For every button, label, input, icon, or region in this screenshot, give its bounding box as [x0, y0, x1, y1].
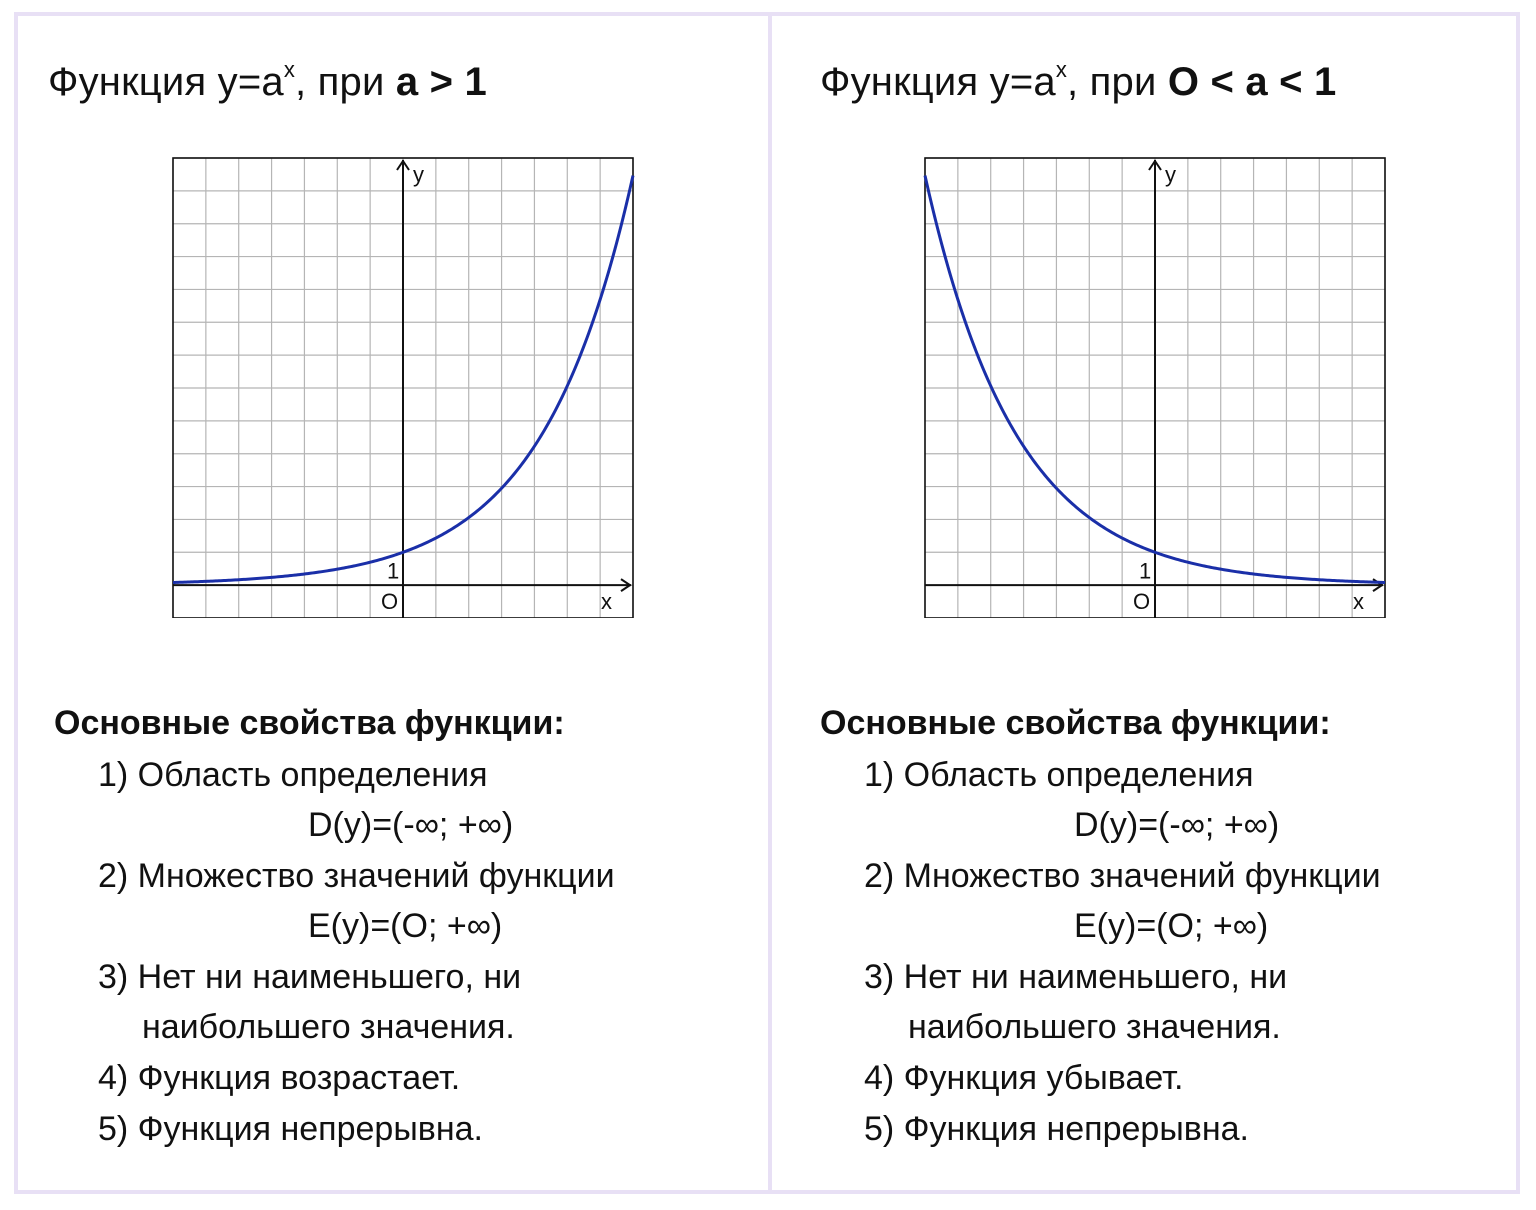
property-5: 5) Функция непрерывна.	[98, 1110, 483, 1148]
y-tick-label-1: 1	[387, 558, 399, 583]
exponential-chart-decreasing: y x O 1	[923, 157, 1386, 618]
title-prefix: Функция y=a	[820, 60, 1056, 104]
property-4: 4) Функция возрастает.	[98, 1059, 461, 1097]
title-prefix: Функция y=a	[48, 60, 284, 104]
y-axis-label: y	[413, 162, 424, 187]
property-1: 1) Область определения	[864, 756, 1254, 794]
title-mid: , при	[1067, 60, 1168, 104]
property-3-cont: наибольшего значения.	[908, 1008, 1281, 1046]
property-2: 2) Множество значений функции	[864, 857, 1381, 895]
panel-divider	[768, 12, 772, 1194]
title-condition: O < a < 1	[1167, 60, 1337, 104]
property-3: 3) Нет ни наименьшего, ни	[864, 958, 1288, 996]
x-axis-arrow	[620, 578, 632, 592]
property-4: 4) Функция убывает.	[864, 1059, 1184, 1097]
x-axis-label: x	[601, 589, 612, 614]
y-axis-arrow	[1148, 159, 1162, 171]
origin-label: O	[1133, 589, 1150, 614]
panel-title: Функция y=ax, при a > 1	[48, 56, 487, 105]
properties-title: Основные свойства функции:	[54, 704, 565, 742]
panel-title: Функция y=ax, при O < a < 1	[820, 56, 1337, 105]
property-2-value: E(y)=(O; +∞)	[1074, 907, 1269, 945]
exponential-chart-increasing: y x O 1	[172, 157, 635, 618]
property-3: 3) Нет ни наименьшего, ни	[98, 958, 522, 996]
title-mid: , при	[295, 60, 396, 104]
y-axis-label: y	[1165, 162, 1176, 187]
properties-title: Основные свойства функции:	[820, 704, 1331, 742]
property-2-value: E(y)=(O; +∞)	[308, 907, 503, 945]
property-1-value: D(y)=(-∞; +∞)	[1074, 806, 1280, 844]
title-exponent: x	[283, 56, 296, 82]
chart-border	[172, 157, 634, 618]
function-curve	[923, 175, 1386, 585]
y-axis-arrow	[396, 159, 410, 171]
property-1: 1) Область определения	[98, 756, 488, 794]
property-1-value: D(y)=(-∞; +∞)	[308, 806, 514, 844]
property-3-cont: наибольшего значения.	[142, 1008, 515, 1046]
title-exponent: x	[1055, 56, 1068, 82]
property-2: 2) Множество значений функции	[98, 857, 615, 895]
property-5: 5) Функция непрерывна.	[864, 1110, 1249, 1148]
function-curve	[172, 175, 635, 585]
title-condition: a > 1	[395, 60, 487, 104]
y-tick-label-1: 1	[1139, 558, 1151, 583]
origin-label: O	[381, 589, 398, 614]
chart-border	[924, 157, 1386, 618]
outer-frame	[14, 12, 1520, 1194]
x-axis-label: x	[1353, 589, 1364, 614]
